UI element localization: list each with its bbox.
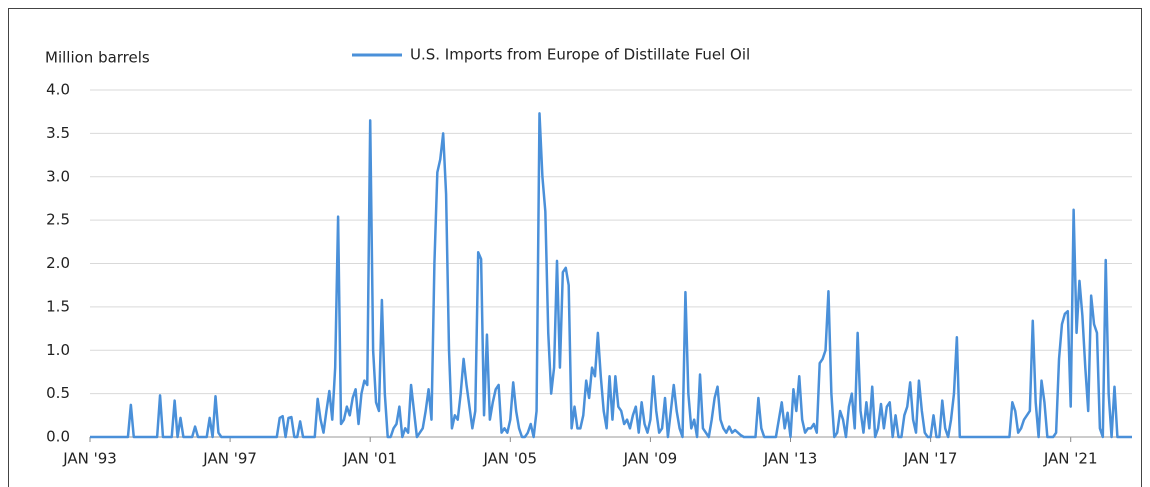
y-tick-label: 0.0 [46, 428, 70, 446]
x-tick-label: JAN '97 [202, 450, 257, 468]
y-tick-label: 4.0 [46, 81, 70, 99]
data-line [90, 112, 1132, 439]
frame [8, 8, 1142, 487]
y-tick-label: 1.5 [46, 297, 70, 315]
x-tick-label: JAN '09 [623, 450, 678, 468]
x-tick-label: JAN '93 [62, 450, 117, 468]
y-tick-label: 1.0 [46, 341, 70, 359]
y-tick-label: 2.5 [46, 211, 70, 229]
x-tick-label: JAN '13 [763, 450, 818, 468]
y-axis-label: Million barrels [45, 49, 150, 67]
y-tick-label: 0.5 [46, 384, 70, 402]
x-tick-label: JAN '05 [482, 450, 537, 468]
y-tick-label: 3.5 [46, 124, 70, 142]
x-tick-label: JAN '01 [342, 450, 397, 468]
y-tick-label: 3.0 [46, 167, 70, 185]
x-tick-label: JAN '17 [903, 450, 958, 468]
x-tick-label: JAN '21 [1043, 450, 1098, 468]
y-tick-label: 2.0 [46, 254, 70, 272]
legend-label: U.S. Imports from Europe of Distillate F… [410, 46, 750, 64]
